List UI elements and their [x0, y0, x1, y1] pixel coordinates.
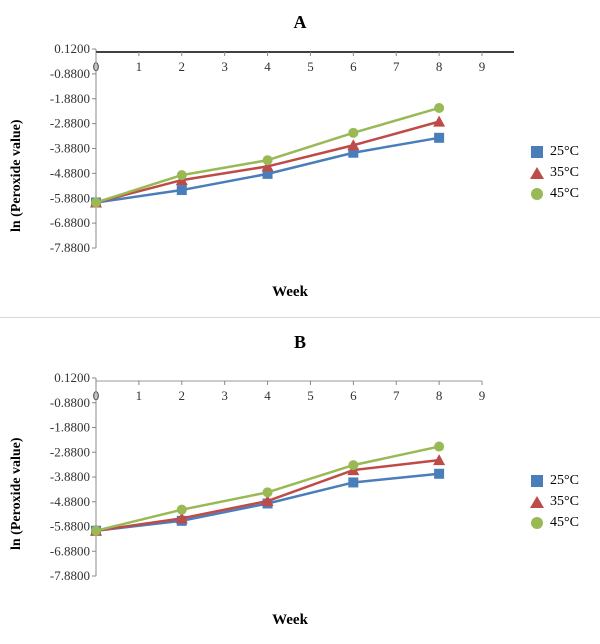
chart-title: B: [293, 332, 306, 352]
y-tick-label: 0.1200: [54, 41, 90, 56]
legend-label: 45°C: [550, 185, 579, 201]
y-tick-label: -5.8800: [50, 190, 90, 205]
data-point: [176, 185, 187, 196]
legend-item-35c: 35°C: [528, 162, 579, 183]
y-axis-title: ln (Peroxide value): [9, 119, 24, 232]
data-point: [433, 454, 446, 466]
y-axis-title: ln (Peroxide value): [9, 437, 24, 550]
x-tick-label: 7: [393, 388, 400, 403]
x-tick-label: 2: [179, 388, 186, 403]
x-axis-title: Week: [272, 612, 308, 628]
legend-triangle-marker-icon: [530, 495, 544, 508]
x-tick-label: 0: [93, 388, 100, 403]
x-tick-label: 1: [136, 59, 143, 74]
x-tick-label: 0: [93, 59, 100, 74]
legend: 25°C 35°C 45°C: [528, 470, 579, 533]
legend: 25°C 35°C 45°C: [528, 141, 579, 204]
y-tick-label: -2.8800: [50, 444, 90, 459]
legend-circle-marker-icon: [531, 187, 543, 200]
x-tick-label: 9: [479, 388, 486, 403]
data-point: [348, 147, 359, 158]
legend-item-25c: 25°C: [528, 470, 579, 491]
line-chart-b: 0.1200 -0.8800 -1.8800 -2.8800 -3.8800 -4.880…: [50, 370, 486, 583]
x-tick-label: 5: [307, 59, 314, 74]
data-point: [262, 168, 273, 179]
legend-circle-marker-icon: [531, 516, 543, 529]
data-point: [433, 115, 446, 127]
data-point: [262, 487, 273, 498]
y-tick-label: -4.8800: [50, 494, 90, 509]
data-point: [91, 525, 101, 536]
y-tick-label: -6.8800: [50, 215, 90, 230]
y-tick-label: -3.8800: [50, 469, 90, 484]
chart-panel-a: A 0.1200 -0.8800 -1.8800 -2.8800 -3.8800 -4.8…: [0, 0, 600, 318]
x-tick-label: 3: [221, 59, 228, 74]
data-point: [347, 139, 360, 151]
y-tick-label: -7.8800: [50, 240, 90, 255]
x-tick-label: 4: [264, 59, 271, 74]
legend-label: 25°C: [550, 472, 579, 488]
y-tick-label: -4.8800: [50, 165, 90, 180]
y-tick-label: -6.8800: [50, 543, 90, 558]
data-point: [348, 477, 359, 488]
data-point: [434, 441, 445, 452]
legend-square-marker-icon: [531, 145, 543, 158]
legend-item-35c: 35°C: [528, 491, 579, 512]
y-tick-label: -1.8800: [50, 91, 90, 106]
y-tick-label: 0.1200: [54, 370, 90, 385]
legend-label: 35°C: [550, 164, 579, 180]
x-tick-label: 6: [350, 388, 357, 403]
y-tick-label: -0.8800: [50, 395, 90, 410]
data-point: [261, 495, 274, 507]
legend-label: 35°C: [550, 493, 579, 509]
legend-item-45c: 45°C: [528, 183, 579, 204]
x-tick-label: 2: [179, 59, 186, 74]
data-point: [262, 155, 273, 166]
line-chart-a: 0.1200 -0.8800 -1.8800 -2.8800 -3.8800 -4.880…: [50, 41, 514, 255]
x-tick-label: 8: [436, 59, 443, 74]
legend-item-45c: 45°C: [528, 512, 579, 533]
legend-label: 45°C: [550, 514, 579, 530]
legend-triangle-marker-icon: [530, 166, 544, 179]
x-tick-label: 9: [479, 59, 486, 74]
legend-label: 25°C: [550, 143, 579, 159]
y-tick-label: -3.8800: [50, 141, 90, 156]
data-point: [434, 468, 445, 479]
x-tick-label: 5: [307, 388, 314, 403]
y-tick-label: -1.8800: [50, 420, 90, 435]
y-tick-label: -5.8800: [50, 519, 90, 534]
chart-title: A: [293, 12, 307, 32]
y-tick-label: -2.8800: [50, 116, 90, 131]
data-point: [348, 127, 359, 138]
data-point: [176, 170, 187, 181]
data-point: [175, 512, 188, 524]
data-point: [348, 460, 359, 471]
x-tick-label: 1: [136, 388, 143, 403]
data-point: [261, 160, 274, 172]
data-point: [434, 132, 445, 143]
y-tick-label: -7.8800: [50, 568, 90, 583]
legend-square-marker-icon: [531, 474, 543, 487]
chart-panel-b: B 0.1200 -0.8800 -1.8800 -2.8800 -3.8800 -4.8…: [0, 322, 600, 644]
x-tick-label: 4: [264, 388, 271, 403]
legend-item-25c: 25°C: [528, 141, 579, 162]
data-point: [91, 197, 101, 208]
data-point: [434, 102, 445, 113]
x-tick-label: 8: [436, 388, 443, 403]
y-tick-label: -0.8800: [50, 66, 90, 81]
x-tick-label: 3: [221, 388, 228, 403]
x-axis-title: Week: [272, 284, 308, 300]
data-point: [176, 504, 187, 515]
x-tick-label: 6: [350, 59, 357, 74]
x-tick-label: 7: [393, 59, 400, 74]
